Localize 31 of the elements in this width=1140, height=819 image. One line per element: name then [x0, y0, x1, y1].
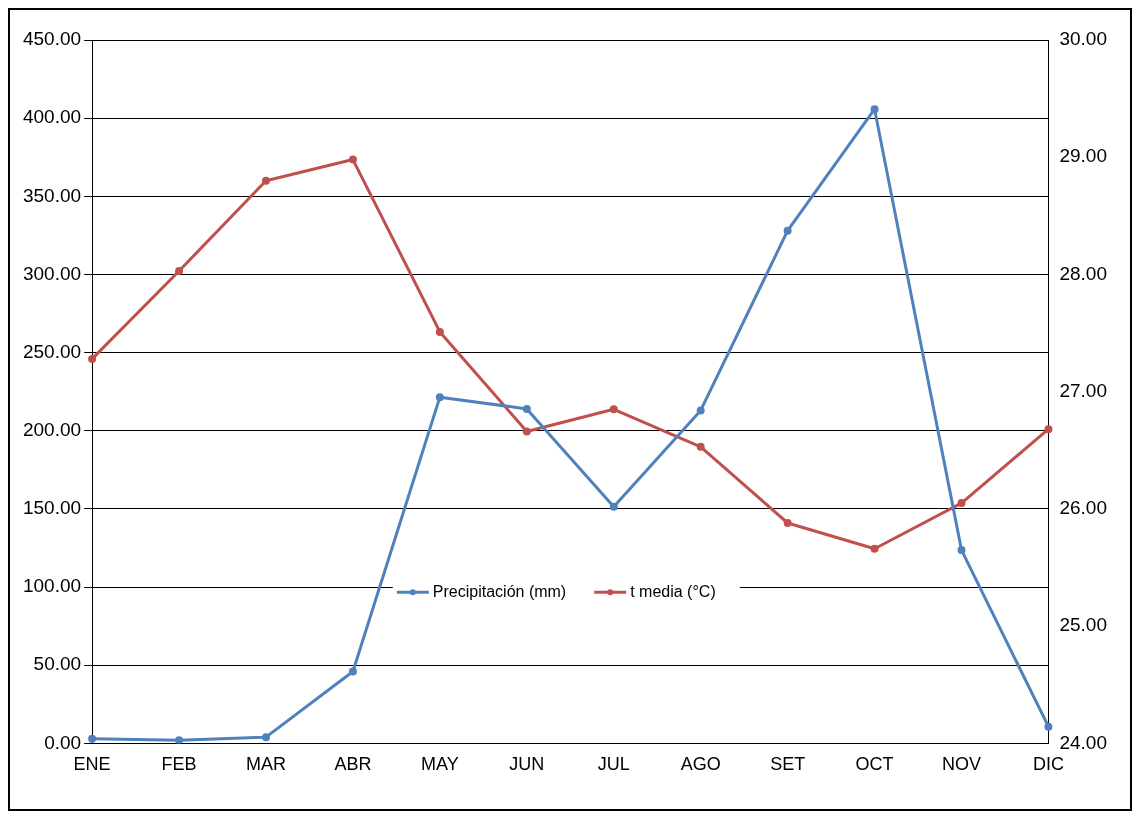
x-tick-label: OCT	[855, 754, 894, 775]
y2-tick-label: 25.00	[1059, 614, 1107, 636]
x-tick-label: NOV	[942, 754, 982, 775]
x-tick-label: JUN	[509, 754, 545, 775]
x-tick-label: FEB	[161, 754, 197, 775]
x-tick-label: MAY	[421, 754, 459, 775]
y2-tick-label: 24.00	[1059, 731, 1107, 753]
legend-label: Precipitación (mm)	[432, 582, 567, 600]
y2-tick-label: 30.00	[1059, 28, 1107, 50]
y-tick-label: 300.00	[22, 262, 82, 284]
legend-label: t media (°C)	[630, 582, 716, 600]
y-tick-label: 200.00	[22, 419, 82, 441]
x-tick-label: SET	[770, 754, 806, 775]
y2-tick-label: 26.00	[1059, 497, 1107, 519]
y-tick-label: 250.00	[22, 340, 82, 362]
y-tick-label: 0.00	[44, 731, 82, 753]
x-tick-label: DIC	[1032, 754, 1064, 775]
x-tick-label: ABR	[334, 754, 372, 775]
y-tick-label: 450.00	[22, 28, 82, 50]
y-tick-label: 50.00	[33, 653, 82, 675]
x-tick-label: MAR	[245, 754, 286, 775]
y-tick-label: 150.00	[22, 497, 82, 519]
y2-tick-label: 27.00	[1059, 379, 1107, 401]
x-tick-label: AGO	[680, 754, 721, 775]
y2-tick-label: 29.00	[1059, 145, 1107, 167]
y-tick-label: 400.00	[22, 106, 82, 128]
y-tick-label: 350.00	[22, 184, 82, 206]
y2-tick-label: 28.00	[1059, 262, 1107, 284]
y-tick-label: 100.00	[22, 575, 82, 597]
x-tick-label: ENE	[73, 754, 111, 775]
x-tick-label: JUL	[597, 754, 630, 775]
